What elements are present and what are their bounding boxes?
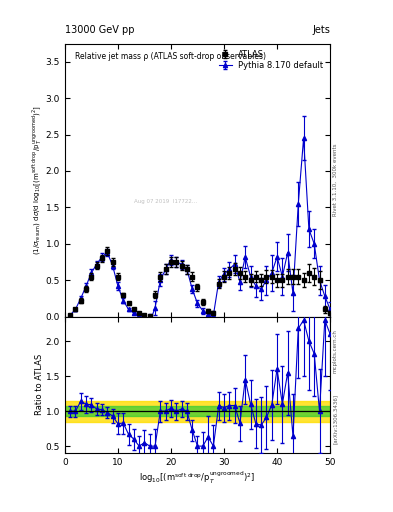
Text: 13000 GeV pp: 13000 GeV pp [65,25,134,35]
Text: Jets: Jets [312,25,330,35]
Text: [arXiv:1306.3436]: [arXiv:1306.3436] [333,394,338,444]
Y-axis label: $(1/\sigma_{\rm resum})$ d$\sigma$/d log$_{10}$[(m$^{\rm soft\ drop}$/p$_T^{\rm : $(1/\sigma_{\rm resum})$ d$\sigma$/d log… [31,105,44,255]
X-axis label: log$_{10}$[(m$^{\rm soft\ drop}$/p$_T^{\rm ungroomed}$)$^2$]: log$_{10}$[(m$^{\rm soft\ drop}$/p$_T^{\… [140,470,255,486]
Text: mcplots.cern.ch: mcplots.cern.ch [333,329,338,373]
Legend: ATLAS, Pythia 8.170 default: ATLAS, Pythia 8.170 default [217,48,326,72]
Text: Relative jet mass ρ (ATLAS soft-drop observables): Relative jet mass ρ (ATLAS soft-drop obs… [75,52,266,61]
Text: Aug 07 2019  I17722...: Aug 07 2019 I17722... [134,199,197,204]
Text: Rivet 3.1.10,  300k events: Rivet 3.1.10, 300k events [333,144,338,216]
Y-axis label: Ratio to ATLAS: Ratio to ATLAS [35,354,44,415]
